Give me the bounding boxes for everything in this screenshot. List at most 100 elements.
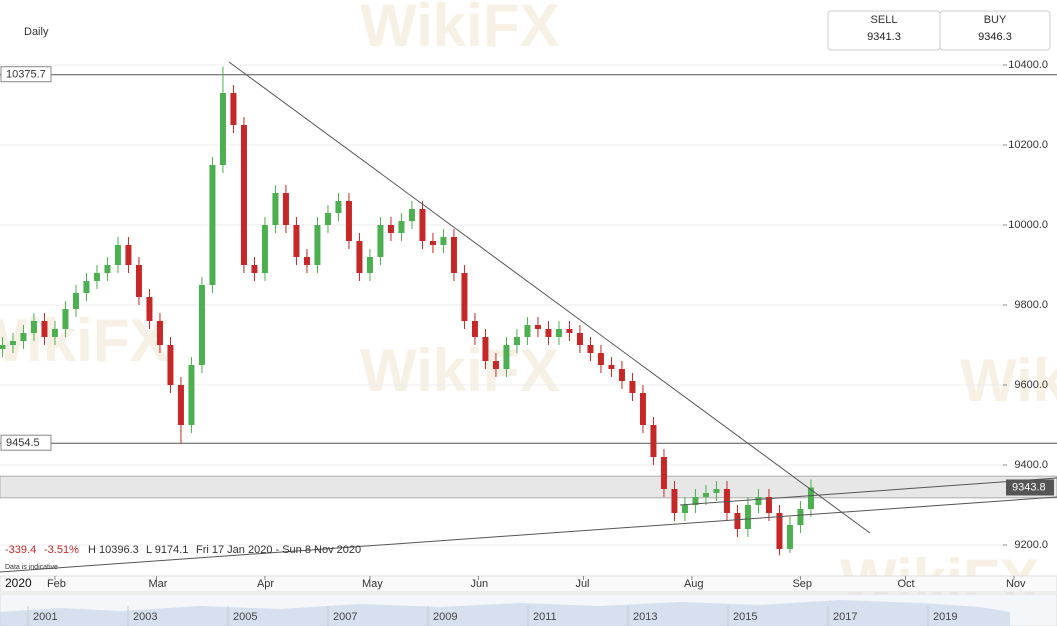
navigator-year: 2019 [933,611,957,623]
candle-body [671,489,678,513]
candle-body [83,281,90,293]
quote-box[interactable]: SELL 9341.3 BUY 9346.3 [827,10,1051,51]
high: H 10396.3 [88,544,139,556]
candle-body [72,293,79,309]
candle-body [807,487,814,509]
navigator-year: 2009 [433,611,457,623]
candle-body [513,337,520,345]
candle-body [650,425,657,457]
x-tick-label: May [362,578,383,590]
candle-body [41,321,48,337]
navigator-year: 2017 [833,611,857,623]
x-tick-label: Apr [257,578,274,590]
candle-body [555,329,562,337]
level-badge [0,66,52,83]
candle-body [681,505,688,513]
y-tick-label: 10200.0 [1008,139,1048,151]
candle-body [408,209,415,221]
last-price: 9343.8 [1012,481,1046,493]
candle-body [188,365,195,425]
candle-body [282,193,289,225]
candle-body [629,381,636,393]
low: L 9174.1 [146,544,188,556]
candle-body [251,265,258,273]
buy-label: BUY [984,14,1007,26]
candle-body [786,525,793,549]
candle-body [272,193,279,225]
x-tick-label: Feb [47,578,66,590]
y-tick-label: 9200.0 [1014,539,1048,551]
sell-price: 9341.3 [867,31,901,43]
candle-body [534,325,541,329]
candle-body [324,213,331,225]
candle-body [597,353,604,365]
candle-body [618,369,625,381]
candle-body [9,341,16,345]
candle-body [440,237,447,245]
candle-body [545,329,552,337]
candle-body [0,345,6,349]
navigator-year: 2011 [533,611,557,623]
candle-body [335,201,342,213]
candle-body [387,225,394,233]
candle-body [230,93,237,125]
candle-body [608,365,615,369]
candle-body [156,321,163,345]
candle-body [755,497,762,505]
sell-label: SELL [871,14,898,26]
navigator-area [0,600,1010,626]
trend-line [679,477,1057,506]
candle-body [366,257,373,273]
buy-box[interactable] [939,10,1051,51]
x-tick-label: Aug [684,578,704,590]
last-price-badge [1006,479,1054,496]
level-badge [0,434,52,451]
candle-body [797,509,804,525]
candle-body [377,225,384,257]
candle-body [209,165,216,285]
candle-body [20,333,27,341]
navigator-year: 2005 [233,611,257,623]
plot: 9200.0 9400.0 9600.0 9800.0 10000.0 10200.0 10… [0,59,1057,556]
navigator-year: 2015 [733,611,757,623]
level-label: 9454.5 [6,437,40,449]
candle-body [114,245,121,265]
navigator-year: 2003 [133,611,157,623]
candle-body [639,393,646,425]
candle-body [51,329,58,337]
watermark: WikiFX [0,307,169,374]
navigator-year: 2013 [633,611,657,623]
candle-body [461,273,468,321]
x-tick-label: Nov [1006,578,1026,590]
candle-body [30,321,37,333]
y-tick-label: 9400.0 [1014,459,1048,471]
x-tick-label: Jun [470,578,488,590]
candle-body [429,241,436,245]
candle-body [492,361,499,369]
watermark: WikiFX [960,347,1057,414]
candle-body [104,265,111,273]
candle-body [471,321,478,337]
candle-body [744,505,751,529]
candle-body [524,325,531,337]
watermark: WikiFX [360,0,559,59]
candle-body [692,497,699,505]
candle-body [93,273,100,281]
x-tick-label: Jul [575,578,589,590]
candle-body [167,345,174,385]
candle-body [177,385,184,425]
candle-body [314,225,321,265]
change-percent: -3.51% [44,544,79,556]
candle-body [261,225,268,273]
buy-price: 9346.3 [978,31,1012,43]
navigator: 2001 2003 2005 2007 2009 2011 2013 2015 2017 2019 [0,593,1057,626]
candle-body [734,513,741,529]
candle-body [198,285,205,365]
candle-body [146,297,153,321]
level-label: 10375.7 [6,69,46,81]
candle-body [660,457,667,489]
candle-body [587,345,594,353]
watermark: WikiFX [360,337,559,404]
